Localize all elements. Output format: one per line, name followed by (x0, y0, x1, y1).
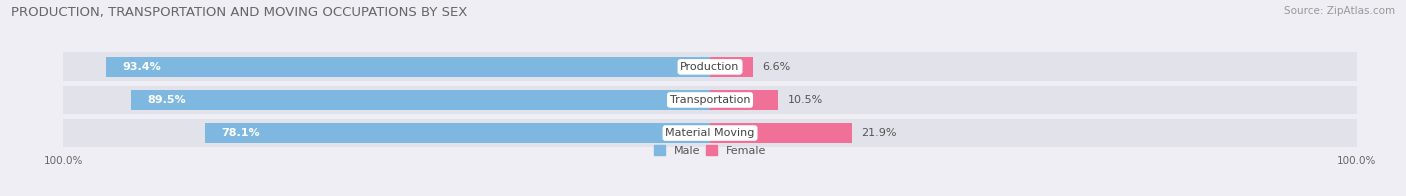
Bar (63, 53, 1357, 81)
Text: Transportation: Transportation (669, 95, 751, 105)
Text: Source: ZipAtlas.com: Source: ZipAtlas.com (1284, 6, 1395, 16)
Legend: Male, Female: Male, Female (654, 145, 766, 156)
Text: PRODUCTION, TRANSPORTATION AND MOVING OCCUPATIONS BY SEX: PRODUCTION, TRANSPORTATION AND MOVING OC… (11, 6, 468, 19)
Bar (710, 90, 778, 110)
Bar (205, 123, 710, 143)
Bar (710, 123, 852, 143)
Bar (63, 119, 1357, 147)
Bar (105, 57, 710, 77)
Text: 78.1%: 78.1% (221, 128, 260, 138)
Text: 10.5%: 10.5% (787, 95, 823, 105)
Bar (63, 86, 1357, 114)
Text: 6.6%: 6.6% (762, 62, 790, 72)
Text: 21.9%: 21.9% (862, 128, 897, 138)
Text: Material Moving: Material Moving (665, 128, 755, 138)
Bar (710, 57, 752, 77)
Text: Production: Production (681, 62, 740, 72)
Bar (63, 53, 1357, 81)
Text: 93.4%: 93.4% (122, 62, 160, 72)
Bar (131, 90, 710, 110)
Text: 89.5%: 89.5% (148, 95, 186, 105)
Bar (63, 119, 1357, 147)
Bar (63, 86, 1357, 114)
